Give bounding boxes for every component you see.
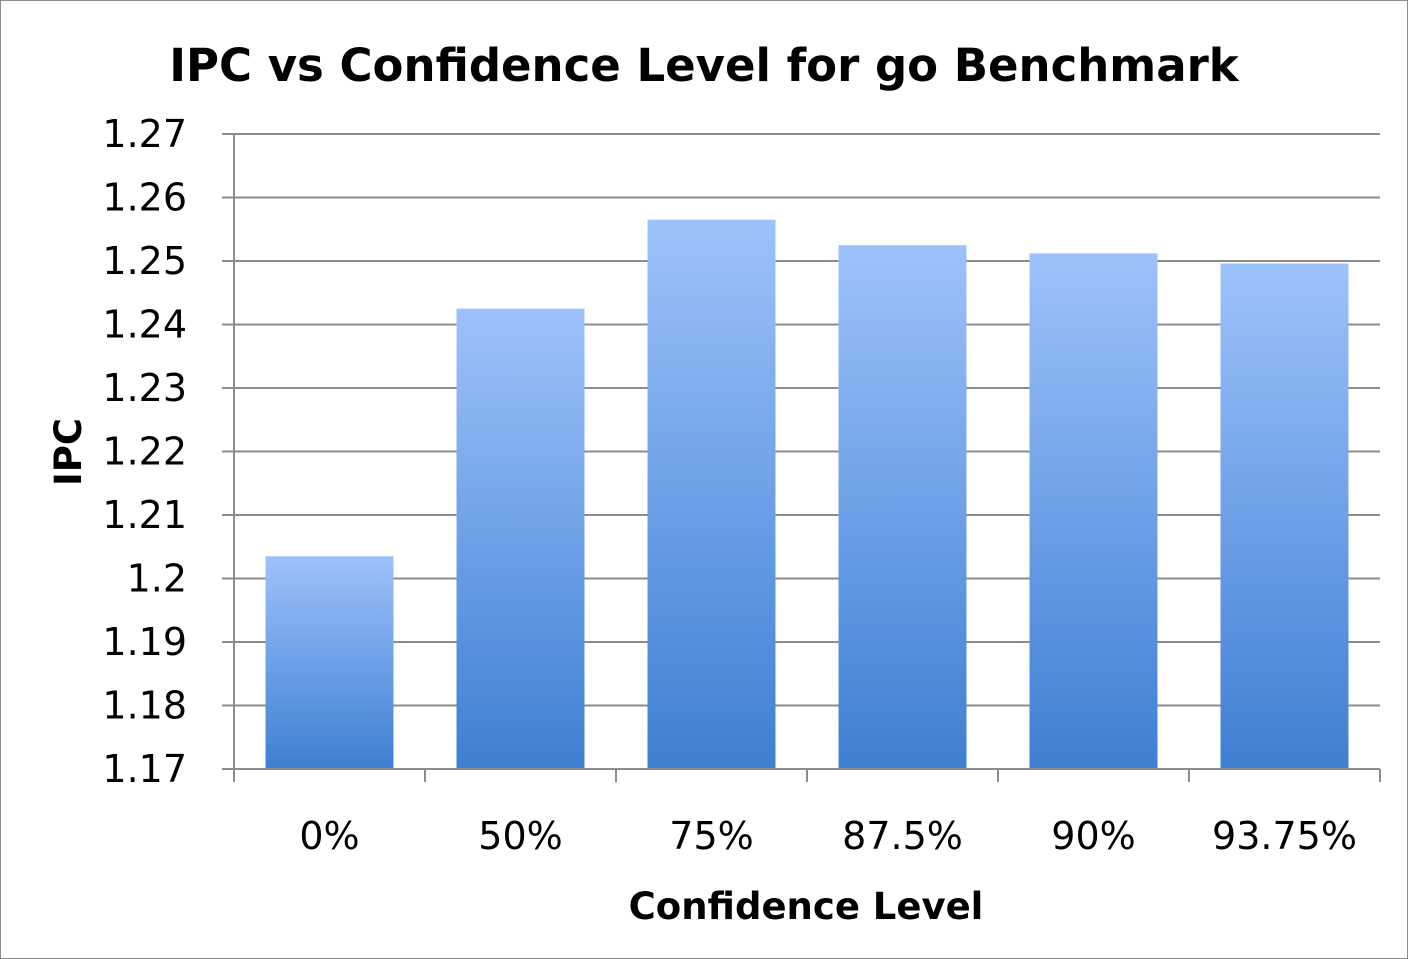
bars	[265, 219, 1349, 770]
y-tick-label: 1.23	[102, 366, 187, 410]
bar	[265, 556, 394, 769]
y-tick-label: 1.26	[102, 176, 187, 220]
x-category-label: 93.75%	[1212, 814, 1357, 858]
y-tick-label: 1.24	[102, 303, 187, 347]
chart-title: IPC vs Confidence Level for go Benchmark	[169, 39, 1239, 92]
y-tick-label: 1.22	[102, 430, 187, 474]
x-category-label: 75%	[669, 814, 753, 858]
x-category-labels: 0% 50% 75% 87.5% 90% 93.75%	[299, 814, 1357, 858]
x-category-label: 87.5%	[842, 814, 963, 858]
y-axis-title: IPC	[47, 418, 90, 486]
gridlines	[234, 133, 1380, 707]
bar	[647, 219, 776, 770]
y-tick-label: 1.27	[102, 112, 187, 156]
y-tick-label: 1.18	[102, 684, 187, 728]
y-tick-label: 1.25	[102, 239, 187, 283]
bar	[838, 245, 967, 769]
y-tick-labels: 1.17 1.18 1.19 1.2 1.21 1.22 1.23 1.24 1.25 1.26 1…	[102, 112, 187, 791]
x-axis-title: Confidence Level	[629, 885, 984, 928]
y-tick-label: 1.21	[102, 493, 187, 537]
bar	[1029, 253, 1158, 769]
x-category-label: 90%	[1051, 814, 1135, 858]
bar	[1220, 263, 1349, 769]
bar	[456, 308, 585, 769]
x-category-label: 50%	[478, 814, 562, 858]
y-tick-label: 1.17	[102, 747, 187, 791]
x-category-label: 0%	[299, 814, 359, 858]
y-tick-label: 1.2	[127, 557, 187, 601]
axes	[222, 133, 1381, 782]
y-tick-label: 1.19	[102, 620, 187, 664]
